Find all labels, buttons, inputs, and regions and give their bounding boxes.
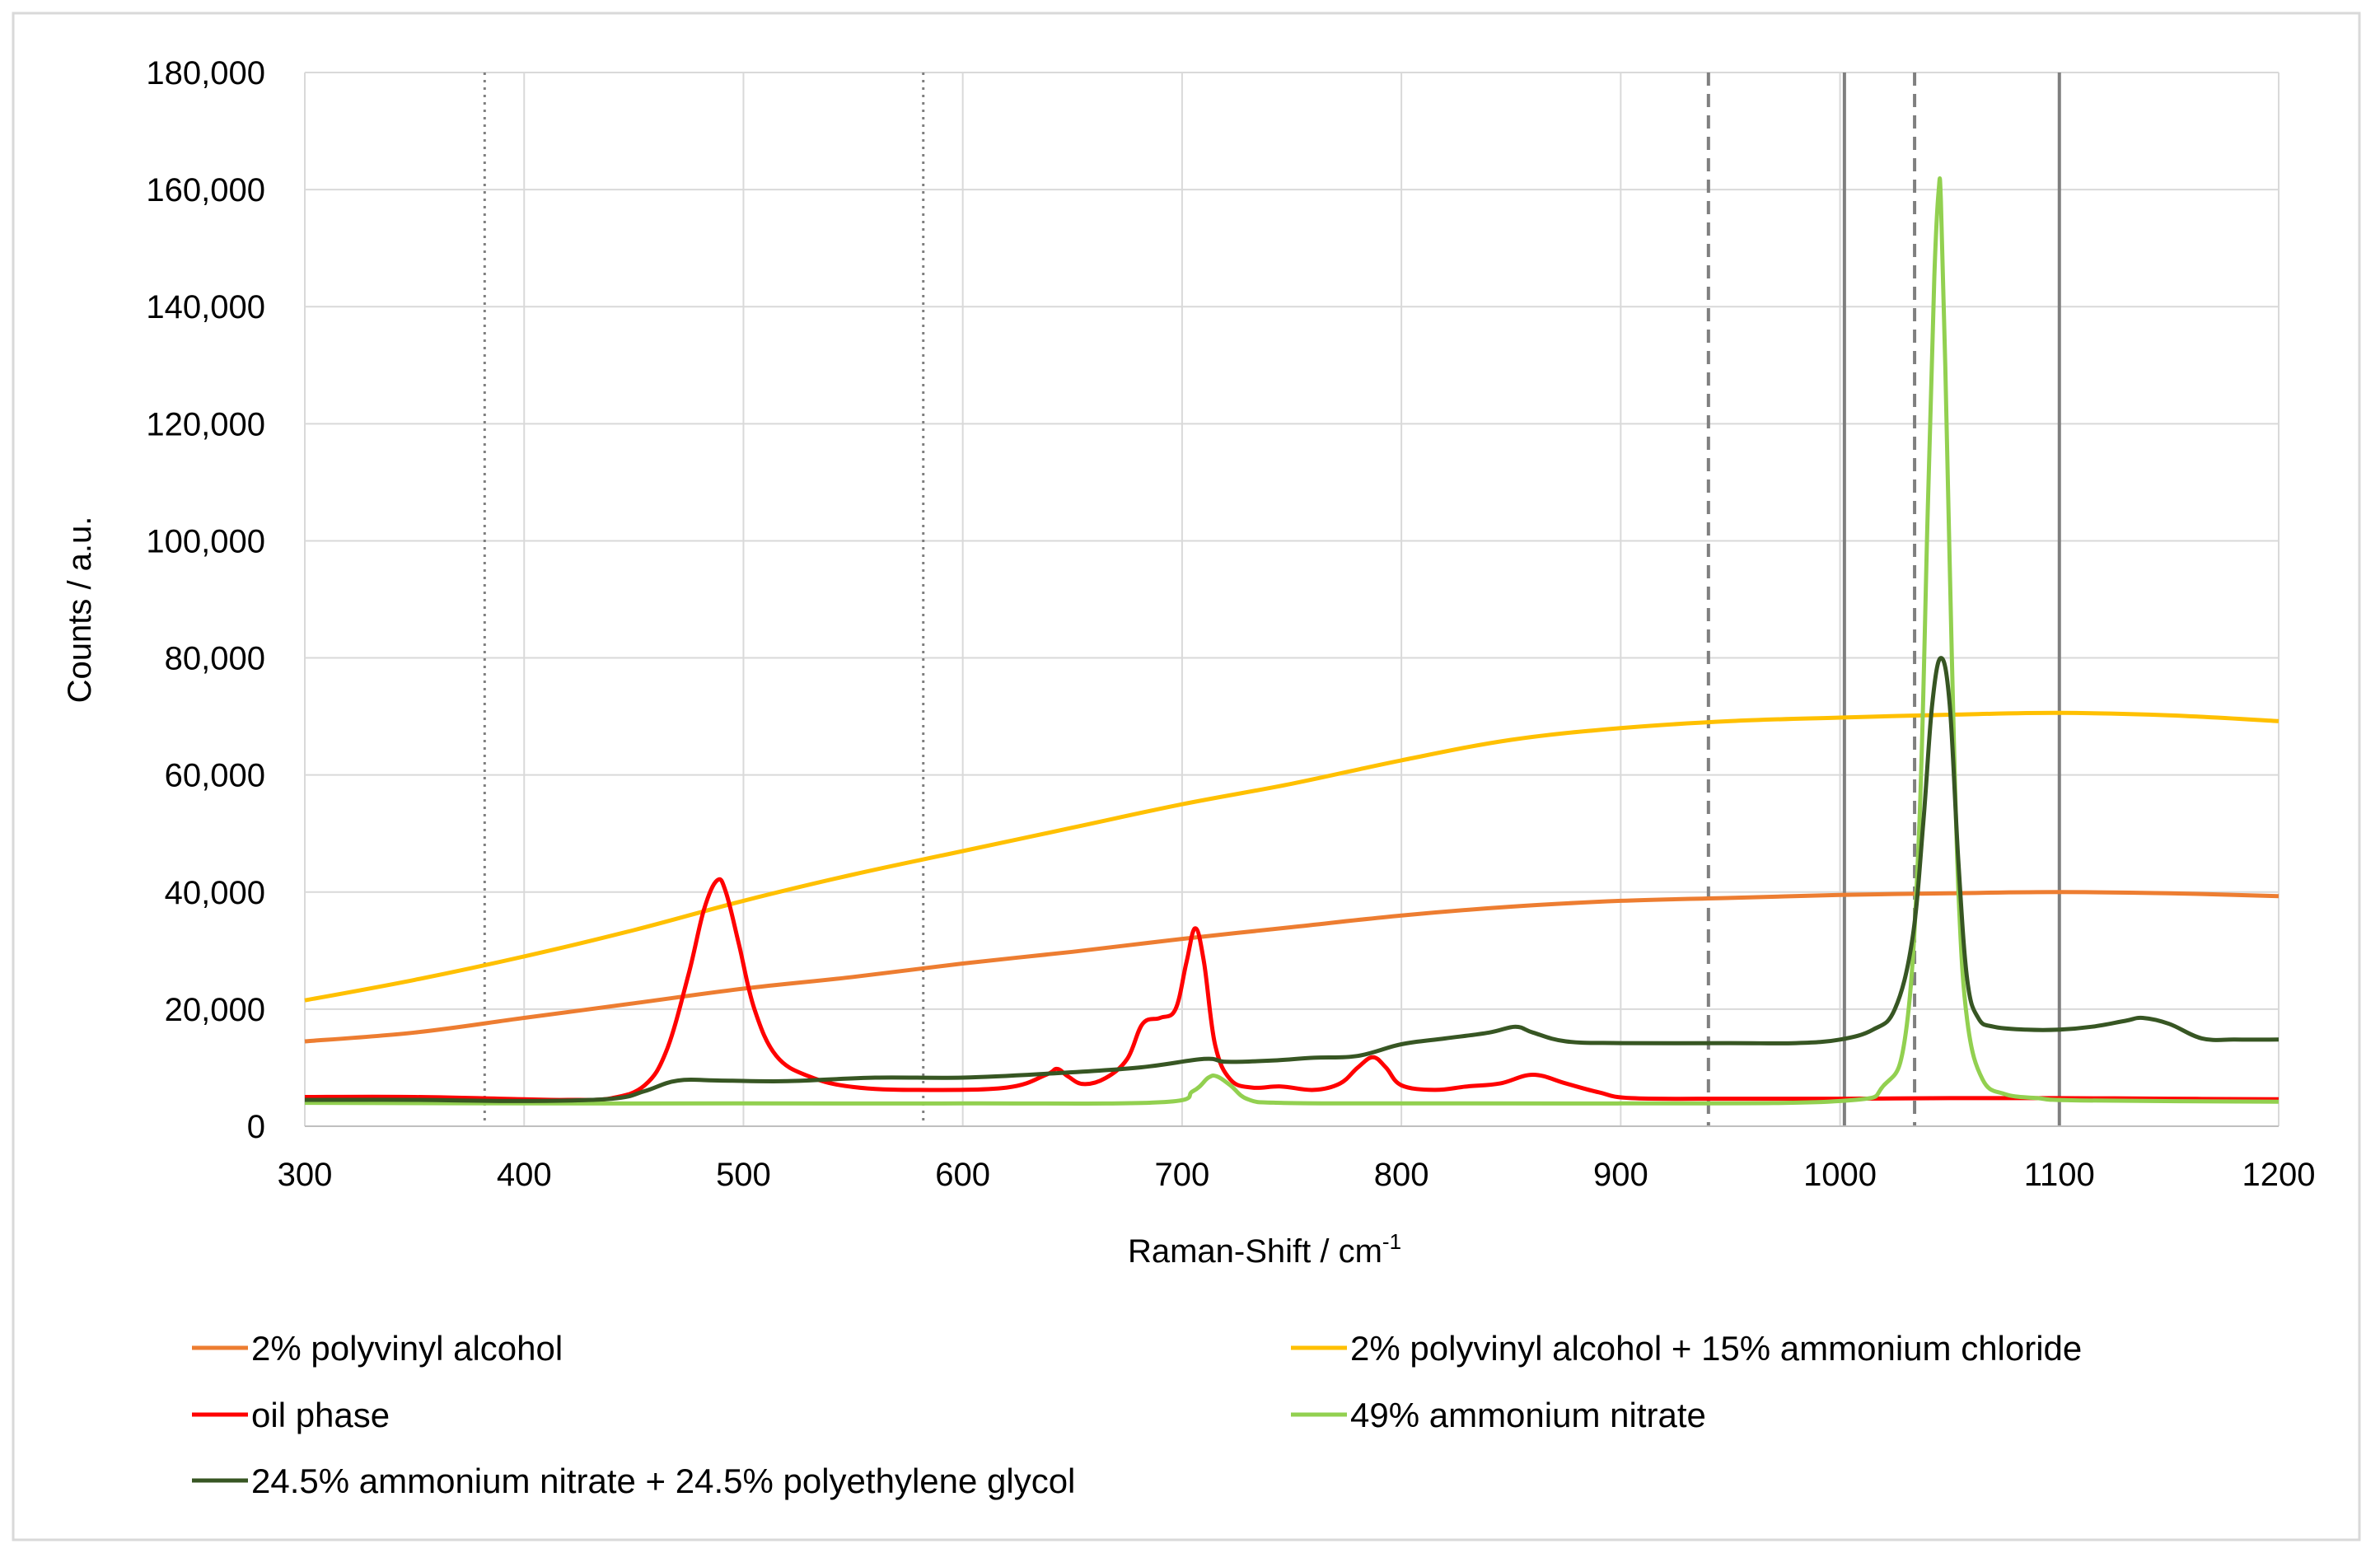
series-layer [304, 176, 2279, 1106]
x-tick-label: 800 [1374, 1157, 1429, 1193]
y-axis-title: Counts / a.u. [62, 517, 98, 704]
x-axis-title-superscript: -1 [1382, 1229, 1401, 1254]
y-tick-label: 60,000 [165, 758, 265, 794]
x-tick-label: 1200 [2242, 1157, 2316, 1193]
series-line-3 [304, 877, 2279, 1102]
grid-layer [304, 72, 2279, 1127]
series-line-4 [304, 176, 2279, 1106]
y-tick-label: 160,000 [146, 172, 265, 208]
y-tick-label: 20,000 [165, 992, 265, 1028]
x-tick-label: 700 [1155, 1157, 1210, 1193]
x-tick-label: 500 [716, 1157, 771, 1193]
y-tick-label: 0 [247, 1109, 265, 1145]
x-tick-label: 300 [278, 1157, 333, 1193]
y-tick-label: 120,000 [146, 406, 265, 442]
reference-lines-layer [483, 73, 2061, 1126]
legend-label: 24.5% ammonium nitrate + 24.5% polyethyl… [251, 1462, 1075, 1500]
x-axis-title: Raman-Shift / cm-1 [1128, 1229, 1401, 1270]
axes-layer: 0 20,000 40,000 60,000 80,000 100,000 120,000 1… [146, 55, 2315, 1193]
series-line-5 [304, 656, 2279, 1103]
y-tick-label: 180,000 [146, 55, 265, 91]
legend-label: 2% polyvinyl alcohol + 15% ammonium chlo… [1350, 1329, 2082, 1368]
legend-label: 2% polyvinyl alcohol [251, 1329, 563, 1368]
x-tick-label: 600 [935, 1157, 990, 1193]
x-tick-label: 900 [1593, 1157, 1648, 1193]
figure-border [12, 12, 2361, 1541]
x-tick-label: 1100 [2024, 1157, 2095, 1193]
x-tick-label: 400 [497, 1157, 552, 1193]
legend-label: oil phase [251, 1396, 390, 1434]
y-tick-label: 140,000 [146, 289, 265, 325]
legend-label: 49% ammonium nitrate [1350, 1396, 1706, 1434]
series-line-1 [304, 890, 2279, 1044]
y-tick-label: 80,000 [165, 641, 265, 677]
x-tick-label: 1000 [1803, 1157, 1877, 1193]
legend: 2% polyvinyl alcohol 2% polyvinyl alcohol… [192, 1329, 2082, 1500]
y-tick-label: 100,000 [146, 523, 265, 559]
y-tick-label: 40,000 [165, 875, 265, 911]
x-axis-title-main: Raman-Shift / cm [1128, 1233, 1382, 1270]
